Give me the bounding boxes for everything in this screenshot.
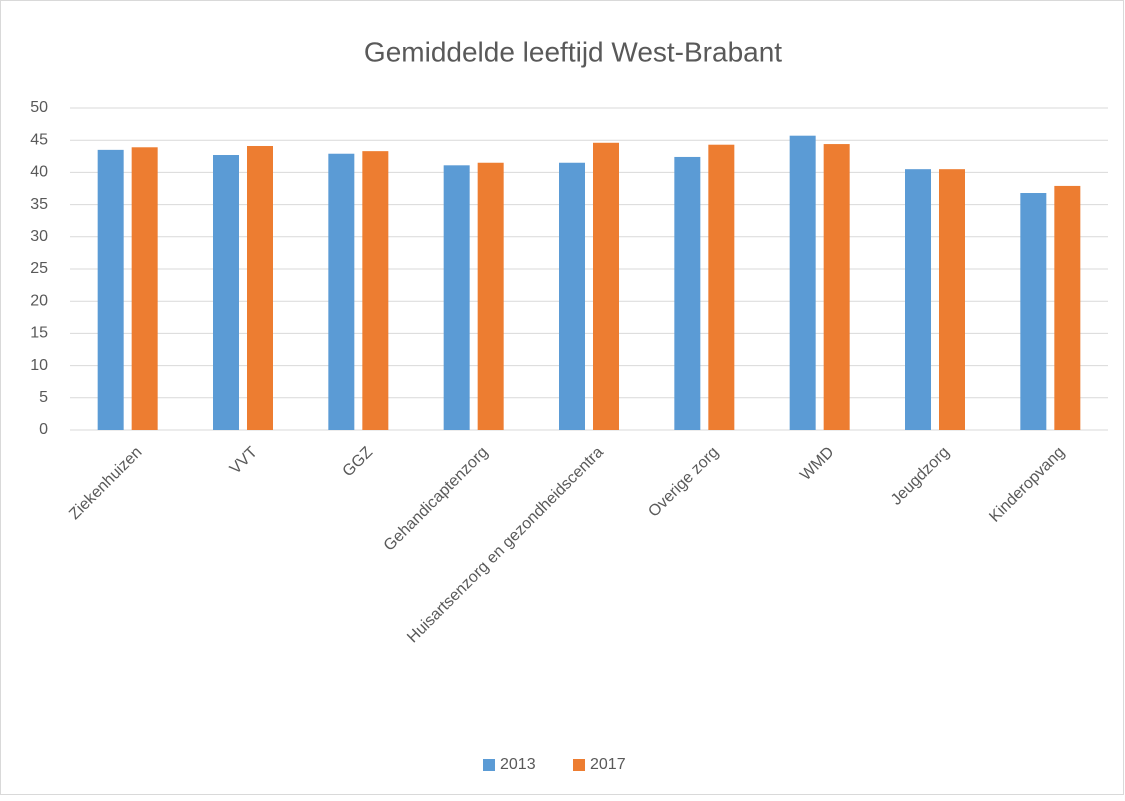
bar — [905, 169, 931, 430]
bar — [362, 151, 389, 430]
bar — [247, 145, 273, 430]
y-tick-label: 0 — [39, 421, 48, 438]
legend-label: 2017 — [590, 756, 626, 773]
y-tick-label: 15 — [30, 325, 48, 342]
bar — [789, 135, 816, 430]
legend-label: 2013 — [500, 756, 536, 773]
bar — [823, 144, 850, 430]
bar — [131, 147, 158, 430]
bar — [593, 142, 619, 430]
bar — [477, 162, 504, 431]
y-tick-label: 5 — [39, 389, 48, 406]
y-tick-label: 40 — [30, 164, 48, 181]
legend-swatch — [573, 759, 585, 771]
bar — [1020, 193, 1047, 430]
bar — [708, 144, 735, 430]
y-tick-label: 45 — [30, 131, 48, 148]
bar — [559, 162, 585, 431]
bar — [213, 155, 239, 430]
y-tick-label: 10 — [30, 357, 48, 374]
chart-title: Gemiddelde leeftijd West-Brabant — [364, 36, 782, 67]
bar — [328, 153, 355, 430]
y-tick-label: 25 — [30, 260, 48, 277]
y-tick-label: 50 — [30, 99, 48, 116]
bar — [674, 156, 701, 430]
y-tick-label: 30 — [30, 228, 48, 245]
legend-swatch — [483, 759, 495, 771]
bar — [443, 165, 470, 431]
bar — [1054, 185, 1081, 430]
bar — [97, 149, 124, 431]
y-tick-label: 35 — [30, 196, 48, 213]
bar — [939, 169, 965, 430]
y-tick-label: 20 — [30, 292, 48, 309]
